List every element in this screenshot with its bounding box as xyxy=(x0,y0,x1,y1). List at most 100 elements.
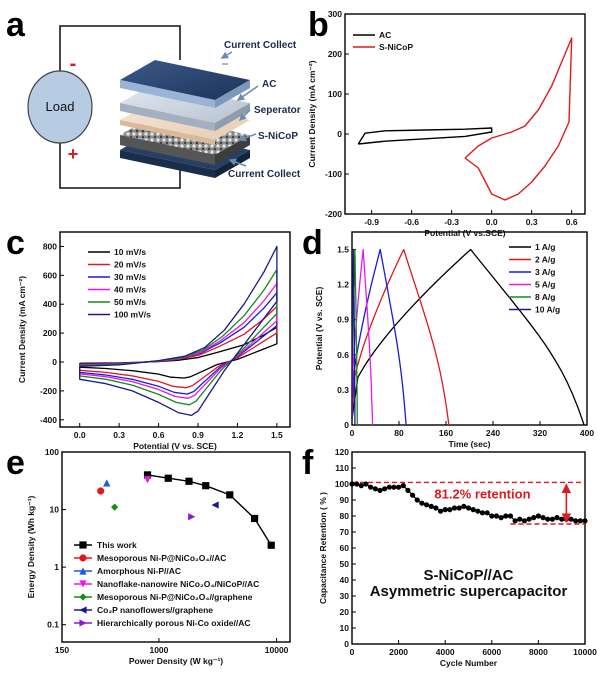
x-tick-label: 400 xyxy=(580,428,594,438)
retention-point xyxy=(400,483,406,489)
retention-point xyxy=(489,513,495,519)
y-tick-label: 400 xyxy=(43,299,57,309)
legend-label: Amorphous Ni-P//AC xyxy=(97,566,181,576)
retention-point xyxy=(521,518,528,524)
retention-point xyxy=(573,518,579,524)
y-tick-label: 50 xyxy=(340,559,350,569)
y-axis-label: Current Density (mA cm⁻²) xyxy=(17,276,27,383)
retention-point xyxy=(396,484,402,490)
x-tick-label: 4000 xyxy=(436,647,455,657)
legend-label: Co₂P nanoflowers//graphene xyxy=(97,605,213,615)
y-axis-label: Capacitance Retention ( % ) xyxy=(318,492,328,604)
x-tick-label: 6000 xyxy=(482,647,501,657)
x-tick-label: 0 xyxy=(350,647,355,657)
legend-2-a-g: 2 A/g xyxy=(535,255,555,265)
y-axis-label: Potential (V vs. SCE) xyxy=(314,287,324,371)
y-tick-label: 30 xyxy=(340,591,350,601)
retention-point xyxy=(451,505,458,511)
cv-curve-50-mv-s xyxy=(79,268,278,406)
arrow-current-collector-bottom xyxy=(228,158,247,167)
ragone-point xyxy=(185,477,193,485)
label-separator: Seperator xyxy=(254,105,301,116)
legend-100-mv-s: 100 mV/s xyxy=(114,310,151,320)
retention-point xyxy=(512,518,518,524)
label-current-collector-top: Current Collect xyxy=(224,40,297,51)
y-tick-label: -400 xyxy=(40,415,57,425)
label-current-collector-bottom: Current Collect xyxy=(228,169,301,180)
retention-point xyxy=(498,515,504,521)
retention-point xyxy=(503,513,509,519)
y-tick-label: 90 xyxy=(340,495,350,505)
retention-point xyxy=(531,515,537,521)
legend-marker xyxy=(79,619,87,627)
legend-marker xyxy=(79,554,87,562)
y-tick-label: 200 xyxy=(328,49,342,59)
gcd-curve-10-a-g xyxy=(351,248,356,425)
ragone-point xyxy=(250,514,259,523)
retention-point xyxy=(577,518,583,524)
retention-point xyxy=(363,481,369,487)
retention-point xyxy=(493,513,500,519)
retention-point xyxy=(475,508,481,514)
y-tick-label: 10 xyxy=(340,623,350,633)
x-axis-label: Time (sec) xyxy=(449,439,491,449)
legend-5-a-g: 5 A/g xyxy=(535,280,555,290)
plot-frame xyxy=(344,13,586,215)
retention-point xyxy=(549,516,555,522)
layer-stack xyxy=(120,60,250,178)
legend-marker xyxy=(79,541,87,549)
retention-point xyxy=(354,481,360,487)
layer-current-collector-top xyxy=(120,60,250,100)
y-tick-label: 800 xyxy=(43,241,57,251)
retention-point xyxy=(484,510,490,516)
legend-s-nicop: S-NiCoP xyxy=(379,42,413,52)
chart-e-ragone-plot: 150 1000 10000 0.1 1 10 100 Power Density (W kg… xyxy=(26,447,291,666)
x-tick-label: 240 xyxy=(486,428,500,438)
x-axis-label: Potential (V vs. SCE) xyxy=(133,441,217,451)
retention-point xyxy=(470,507,476,513)
series-ac xyxy=(357,127,493,145)
retention-point xyxy=(568,516,574,522)
panel-letter-e: e xyxy=(6,444,25,482)
chart-f-cycling-stability: 0 2000 4000 6000 8000 10000 0 10 20 30 40 50 60 70 80 9… xyxy=(318,447,597,668)
ragone-point xyxy=(103,479,111,487)
ragone-point xyxy=(111,503,119,511)
arrow-nicop xyxy=(238,133,257,142)
x-tick-label: 0 xyxy=(350,428,355,438)
y-tick-label: 300 xyxy=(328,9,342,19)
y-tick-label: 0.1 xyxy=(47,620,59,630)
cv-curve-100-mv-s xyxy=(79,245,278,417)
plot-frame xyxy=(351,451,586,645)
load-label: Load xyxy=(46,99,75,114)
circuit-wire-top xyxy=(59,25,181,113)
x-axis-label: Potential (V vs.SCE) xyxy=(424,228,505,238)
retention-point xyxy=(456,505,462,511)
retention-point xyxy=(517,516,523,522)
y-tick-label: 1.2 xyxy=(337,280,349,290)
retention-point xyxy=(540,515,546,521)
legend-marker xyxy=(79,567,87,575)
retention-point xyxy=(442,507,448,513)
y-tick-label: 40 xyxy=(340,575,350,585)
y-tick-label: -200 xyxy=(325,209,342,219)
retention-point xyxy=(409,492,416,498)
y-tick-label: 0 xyxy=(344,639,349,649)
retention-point xyxy=(479,510,486,516)
ragone-point xyxy=(226,491,234,499)
retention-point xyxy=(545,516,551,522)
x-tick-label: 1.2 xyxy=(232,430,244,440)
y-tick-label: 60 xyxy=(340,543,350,553)
device-caption-line1: S-NiCoP//AC xyxy=(424,567,514,584)
y-tick-label: 200 xyxy=(43,328,57,338)
panel-letter-a: a xyxy=(6,6,26,44)
x-tick-label: 0.6 xyxy=(566,217,578,227)
x-tick-label: 2000 xyxy=(389,647,408,657)
x-tick-label: 0.0 xyxy=(74,430,86,440)
arrow-ac xyxy=(236,85,259,101)
y-tick-label: -200 xyxy=(40,386,57,396)
retention-point xyxy=(368,484,374,490)
retention-point xyxy=(372,486,378,492)
retention-point xyxy=(554,515,560,521)
legend-ac: AC xyxy=(379,30,391,40)
plot-frame xyxy=(59,231,291,428)
